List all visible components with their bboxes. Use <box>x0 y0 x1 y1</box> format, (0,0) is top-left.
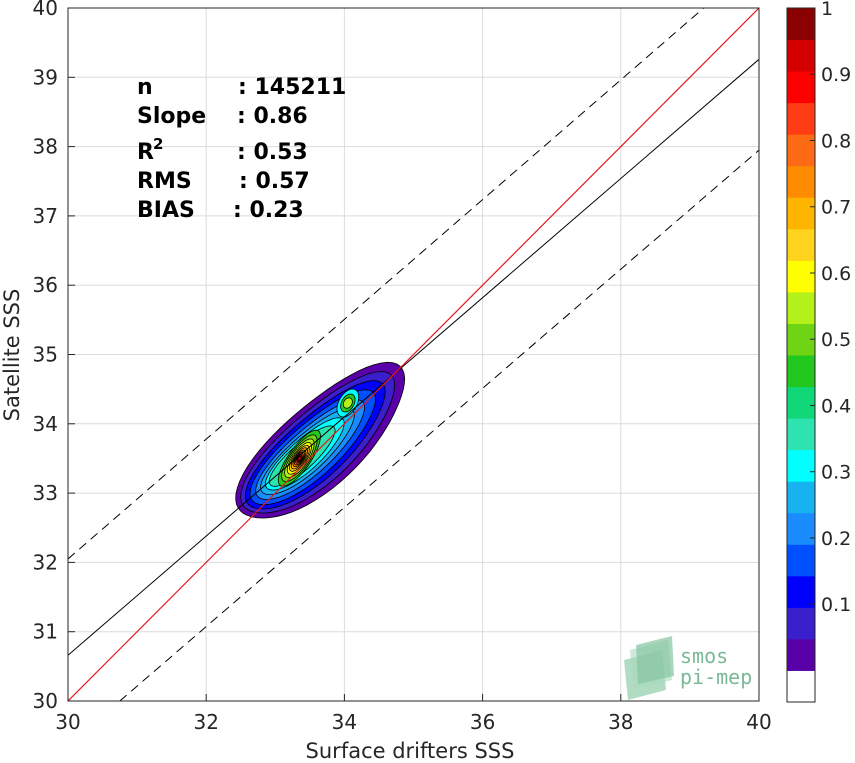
x-axis-ticks: 30 32 34 36 38 40 <box>55 694 772 734</box>
colorbar-segment <box>787 512 815 545</box>
colorbar-segment <box>787 355 815 388</box>
lower-bound-line <box>119 149 759 701</box>
stats-box: n : 145211 Slope : 0.86 R 2 : 0.53 RMS :… <box>137 75 346 223</box>
x-tick-label: 34 <box>332 710 357 734</box>
colorbar-tick-label: 0.2 <box>821 528 851 550</box>
colorbar-tick-label: 1 <box>821 0 833 20</box>
stat-slope-value: : 0.86 <box>237 104 308 129</box>
x-tick-label: 36 <box>470 710 495 734</box>
y-tick-label: 31 <box>33 620 58 644</box>
colorbar-segment <box>787 102 815 135</box>
colorbar-segment <box>787 638 815 671</box>
stat-rms-label: RMS <box>137 169 192 194</box>
colorbar-tick-label: 0.8 <box>821 130 851 152</box>
y-axis-label: Satellite SSS <box>0 289 24 422</box>
colorbar-tick-label: 0.1 <box>821 594 851 616</box>
y-tick-label: 38 <box>33 135 58 159</box>
density-contours <box>235 361 406 519</box>
colorbar-segment <box>787 134 815 167</box>
colorbar-frame <box>786 7 816 703</box>
colorbar-segment <box>787 386 815 419</box>
colorbar-tick-label: 0.4 <box>821 395 851 417</box>
colorbar-tick-label: 0.3 <box>821 462 851 484</box>
colorbar-segment <box>787 165 815 198</box>
identity-line <box>68 8 759 701</box>
colorbar <box>787 8 815 703</box>
colorbar-segment <box>787 481 815 514</box>
colorbar-segment <box>787 39 815 72</box>
stat-n-value: : 145211 <box>238 75 346 100</box>
logo-waves-icon <box>624 636 674 700</box>
logo-line-2: pi-mep <box>680 665 752 689</box>
colorbar-segment <box>787 544 815 577</box>
y-tick-label: 33 <box>33 481 58 505</box>
y-tick-label: 40 <box>33 0 58 20</box>
stat-rms-value: : 0.57 <box>239 169 310 194</box>
reference-lines <box>68 8 759 701</box>
colorbar-segment <box>787 449 815 482</box>
colorbar-segment <box>787 575 815 608</box>
y-tick-label: 34 <box>33 412 58 436</box>
stat-r2-label: R <box>137 140 154 165</box>
smos-pi-mep-logo: smos pi-mep <box>624 636 752 700</box>
x-axis-label: Surface drifters SSS <box>306 739 515 763</box>
colorbar-segment <box>787 8 815 41</box>
y-tick-label: 37 <box>33 204 58 228</box>
colorbar-segment <box>787 418 815 451</box>
x-tick-label: 32 <box>193 710 218 734</box>
colorbar-segment <box>787 607 815 640</box>
secondary-peak-level-3 <box>342 397 353 409</box>
stat-slope-label: Slope <box>137 104 206 129</box>
y-tick-label: 32 <box>33 550 58 574</box>
upper-bound-line <box>68 8 705 560</box>
y-tick-label: 35 <box>33 343 58 367</box>
colorbar-tick-label: 0.5 <box>821 329 851 351</box>
logo-line-1: smos <box>680 644 728 668</box>
colorbar-segment <box>787 260 815 293</box>
stat-n-label: n <box>137 75 153 100</box>
colorbar-tick-label: 0.7 <box>821 197 851 219</box>
colorbar-segment <box>787 197 815 230</box>
colorbar-tick-label: 0.9 <box>821 64 851 86</box>
colorbar-segment <box>787 228 815 261</box>
y-tick-label: 36 <box>33 273 58 297</box>
colorbar-segment <box>787 291 815 324</box>
density-core-level-11 <box>297 455 302 461</box>
stat-r2-sup: 2 <box>153 135 163 153</box>
x-tick-label: 30 <box>55 710 80 734</box>
x-tick-label: 38 <box>608 710 633 734</box>
stat-r2-value: : 0.53 <box>237 140 308 165</box>
stat-bias-label: BIAS <box>137 198 195 223</box>
colorbar-segment <box>787 670 815 703</box>
colorbar-tick-label: 0.6 <box>821 263 851 285</box>
colorbar-segment <box>787 71 815 104</box>
x-tick-label: 40 <box>746 710 771 734</box>
colorbar-ticks: 0.1 0.2 0.3 0.4 0.5 0.6 0.7 0.8 0.9 1 <box>810 0 851 616</box>
stat-bias-value: : 0.23 <box>233 198 304 223</box>
y-tick-label: 30 <box>33 689 58 713</box>
y-tick-label: 39 <box>33 65 58 89</box>
regression-line <box>68 58 759 656</box>
y-axis-ticks: 30 31 32 33 34 35 36 37 38 39 40 <box>33 0 75 713</box>
